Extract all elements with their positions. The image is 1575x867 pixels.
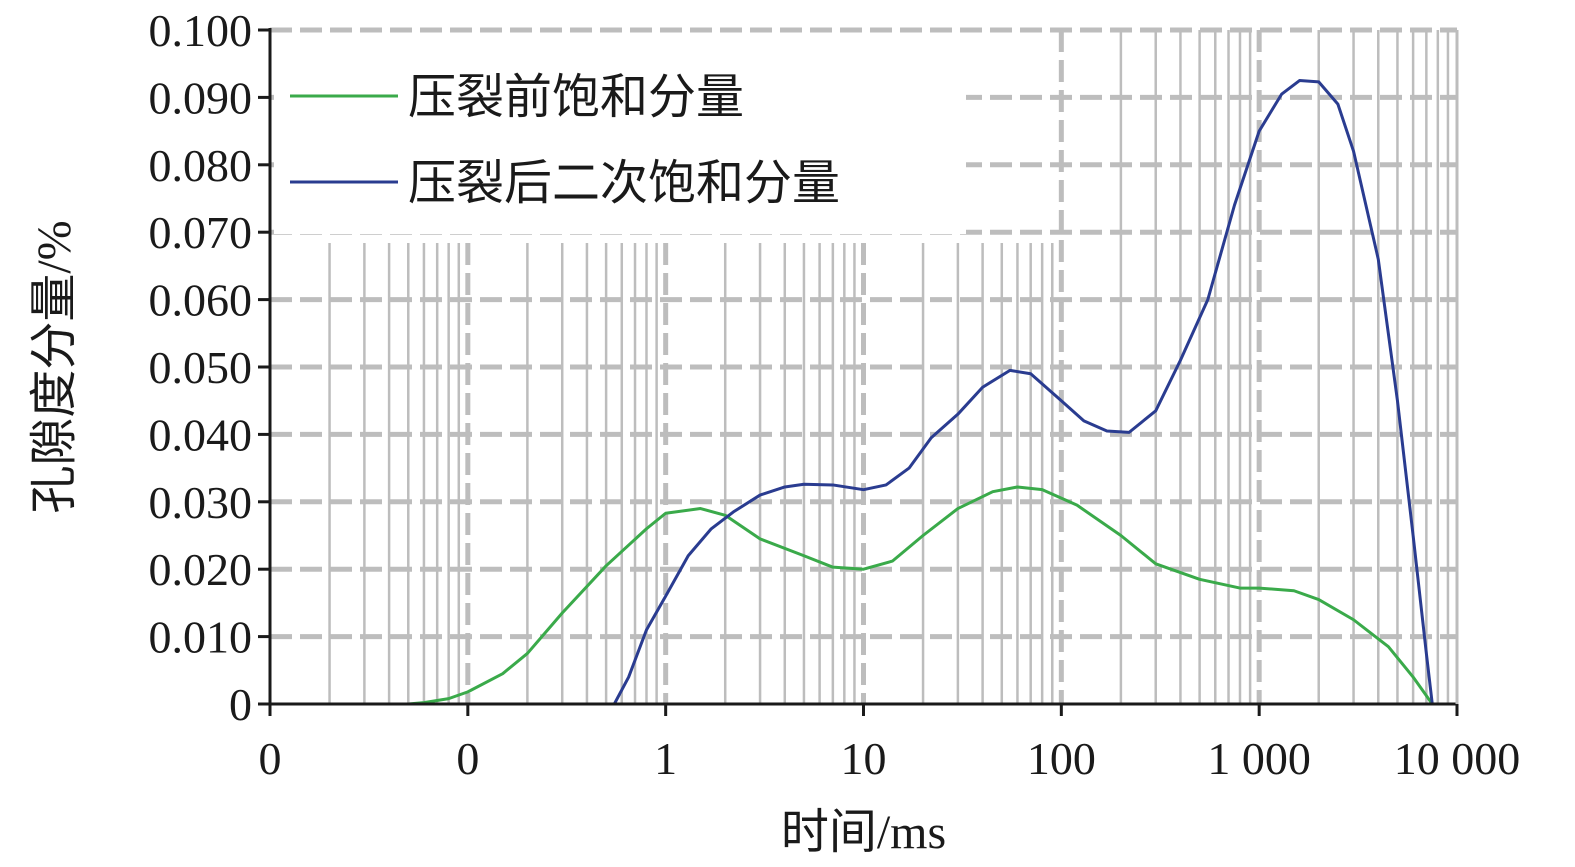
x-tick-label: 10: [841, 733, 887, 784]
axes: [258, 28, 1459, 716]
legend-background: [274, 34, 966, 234]
y-tick-label: 0.040: [149, 409, 253, 460]
y-tick-label: 0.080: [149, 140, 253, 191]
tick-labels: 0 0.010 0.020 0.030 0.040 0.050 0.060 0.070 0.08…: [149, 5, 1521, 784]
x-tick-label: 1: [654, 733, 677, 784]
x-axis-title: 时间/ms: [781, 806, 946, 859]
y-tick-label: 0.010: [149, 612, 253, 663]
x-tick-label: 0: [259, 733, 282, 784]
x-tick-label: 0: [456, 733, 479, 784]
grid: [270, 27, 1457, 704]
y-tick-label: 0.030: [149, 477, 253, 528]
y-tick-label: 0.100: [149, 5, 253, 56]
y-tick-label: 0.020: [149, 544, 253, 595]
x-tick-label: 100: [1027, 733, 1096, 784]
y-tick-label: 0.050: [149, 342, 253, 393]
y-tick-label: 0.060: [149, 275, 253, 326]
legend-box: [274, 34, 966, 234]
legend-label-2: 压裂后二次饱和分量: [408, 157, 840, 210]
y-tick-label: 0.070: [149, 207, 253, 258]
x-tick-label: 10 000: [1394, 733, 1521, 784]
series-lines: [270, 79, 1457, 706]
y-tick-label: 0: [229, 679, 252, 730]
y-axis-title: 孔隙度分量/%: [28, 220, 81, 513]
series-line-1: [270, 485, 1457, 706]
legend-label-1: 压裂前饱和分量: [408, 71, 744, 124]
series-line-2: [270, 79, 1457, 706]
x-tick-label: 1 000: [1207, 733, 1311, 784]
y-tick-label: 0.090: [149, 72, 253, 123]
